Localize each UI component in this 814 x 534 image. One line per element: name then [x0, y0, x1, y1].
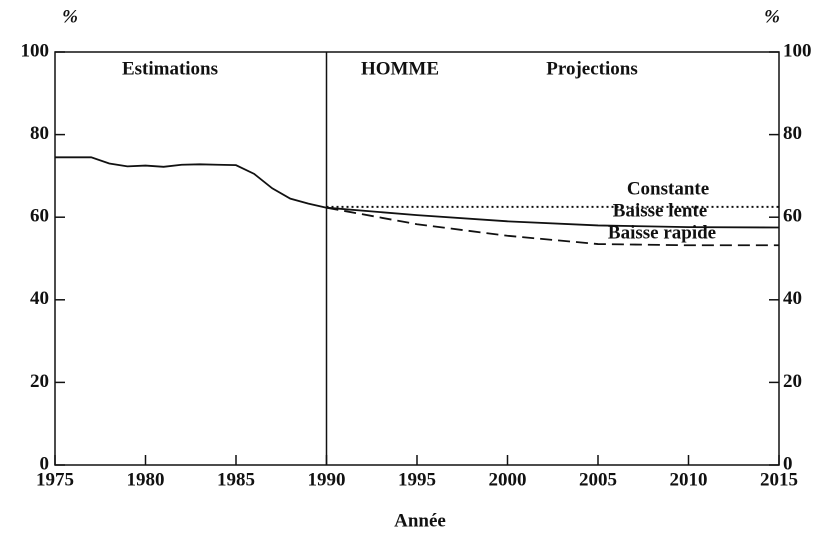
annotation: Estimations: [122, 58, 218, 79]
y2-tick-label: 80: [783, 123, 802, 144]
y2-tick-label: 100: [783, 40, 812, 61]
series-line: [326, 206, 780, 229]
y-axis-label: %: [62, 6, 78, 27]
x-tick-label: 2015: [760, 469, 798, 490]
annotation: HOMME: [361, 58, 439, 79]
y-tick-label: 40: [30, 288, 49, 309]
y2-tick-label: 0: [783, 453, 793, 474]
x-axis-label: Année: [394, 510, 446, 531]
y-tick-label: 0: [40, 453, 50, 474]
y-tick-label: 20: [30, 371, 49, 392]
x-tick-label: 2005: [579, 469, 617, 490]
series-line: [326, 206, 779, 247]
x-tick-label: 1995: [398, 469, 436, 490]
y-tick-label: 100: [21, 40, 50, 61]
series-line: [55, 156, 327, 209]
y-tick-label: 80: [30, 123, 49, 144]
y-tick-label: 60: [30, 206, 49, 227]
series-label: Baisse rapide: [608, 222, 716, 243]
x-tick-label: 1975: [36, 469, 74, 490]
series-label: Constante: [627, 178, 709, 199]
annotation: Projections: [546, 58, 637, 79]
plot-frame: [54, 51, 780, 466]
x-tick-label: 1980: [127, 469, 165, 490]
x-tick-label: 2010: [670, 469, 708, 490]
x-tick-label: 2000: [489, 469, 527, 490]
x-tick-label: 1985: [217, 469, 255, 490]
y2-tick-label: 20: [783, 371, 802, 392]
y2-tick-label: 40: [783, 288, 802, 309]
y2-axis-label: %: [764, 6, 780, 27]
x-tick-label: 1990: [308, 469, 346, 490]
y2-tick-label: 60: [783, 206, 802, 227]
series-label: Baisse lente: [613, 200, 707, 221]
